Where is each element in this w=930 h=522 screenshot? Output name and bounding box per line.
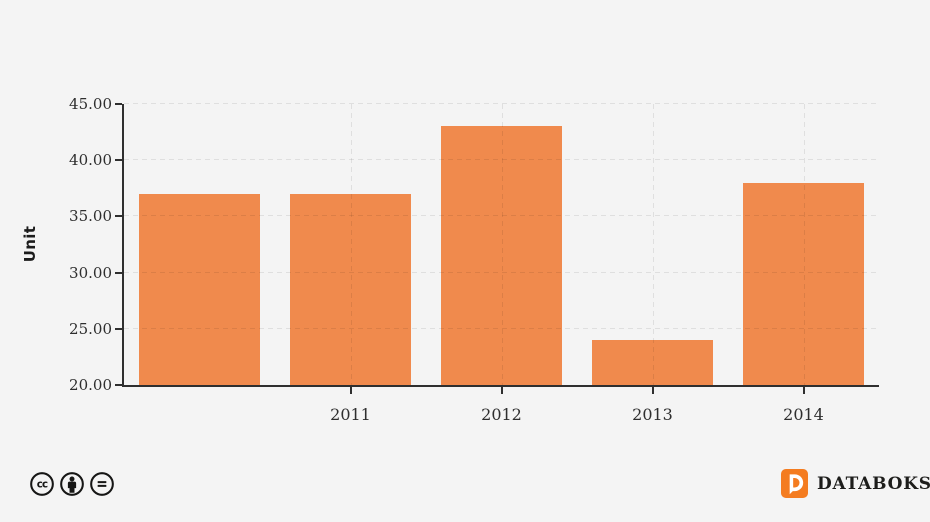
y-axis-title: Unit — [21, 225, 39, 263]
x-tick-label: 2013 — [632, 405, 673, 424]
x-tick-mark — [651, 387, 654, 394]
y-tick-label: 25.00 — [69, 319, 112, 338]
x-tick-label: 2011 — [330, 405, 371, 424]
databoks-logo[interactable]: DATABOKS — [781, 469, 930, 498]
bar-slot-0 — [139, 193, 260, 385]
license-badges: cc — [29, 471, 115, 497]
cc-icon[interactable]: cc — [29, 471, 55, 497]
cc-by-icon[interactable] — [59, 471, 85, 497]
y-tick-mark — [115, 327, 122, 330]
y-tick-label: 45.00 — [69, 95, 112, 113]
y-tick-mark — [115, 384, 122, 386]
bar-2013 — [592, 340, 713, 385]
databoks-wordmark: DATABOKS — [817, 473, 930, 494]
x-tick-mark — [500, 387, 503, 394]
y-tick-mark — [115, 159, 122, 162]
databoks-icon — [781, 469, 808, 498]
y-tick-label: 40.00 — [69, 151, 112, 170]
x-tick-label: 2012 — [481, 405, 522, 424]
bar-2012 — [441, 126, 562, 385]
y-tick-label: 35.00 — [69, 207, 112, 226]
y-tick-mark — [115, 103, 122, 105]
bar-2011 — [290, 193, 411, 385]
y-tick-label: 20.00 — [69, 376, 112, 394]
x-tick-label: 2014 — [783, 405, 824, 424]
x-tick-mark — [802, 387, 805, 394]
plot-area — [122, 103, 879, 387]
y-tick-label: 30.00 — [69, 263, 112, 282]
cc-nd-icon[interactable] — [89, 471, 115, 497]
x-tick-mark — [349, 387, 352, 394]
y-tick-mark — [115, 215, 122, 218]
y-tick-mark — [115, 271, 122, 274]
bars-layer — [124, 104, 879, 385]
svg-text:cc: cc — [37, 479, 48, 491]
bar-2014 — [743, 182, 864, 385]
